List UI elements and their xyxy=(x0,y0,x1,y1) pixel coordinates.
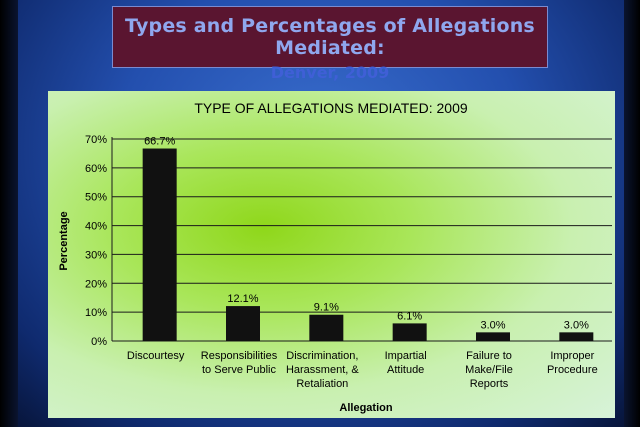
bar-chart: TYPE OF ALLEGATIONS MEDIATED: 2009 0% 10% 2… xyxy=(58,100,612,414)
y-tick-label: 60% xyxy=(85,163,107,175)
x-tick-label: Discourtesy xyxy=(127,350,185,362)
left-bezel xyxy=(0,0,18,427)
x-tick-label: Discrimination, xyxy=(286,350,358,362)
chart-title: TYPE OF ALLEGATIONS MEDIATED: 2009 xyxy=(194,100,468,116)
bar xyxy=(559,332,594,341)
y-tick-label: 20% xyxy=(85,278,107,290)
y-tick-label: 10% xyxy=(85,307,107,319)
x-tick-label: Attitude xyxy=(387,364,424,376)
slide-subtitle: Denver, 2009 xyxy=(270,63,390,82)
x-tick-label: Impartial xyxy=(385,350,427,362)
bar xyxy=(226,306,260,341)
x-tick-label: Reports xyxy=(470,378,509,390)
y-tick-label: 70% xyxy=(85,134,107,146)
data-label: 12.1% xyxy=(227,293,258,305)
x-tick-label: Failure to xyxy=(466,350,512,362)
y-tick-label: 30% xyxy=(85,249,107,261)
y-tick-label: 40% xyxy=(85,221,107,233)
slide-title-box: Types and Percentages of Allegations Med… xyxy=(112,6,548,82)
bar xyxy=(142,148,177,341)
data-label: 3.0% xyxy=(564,319,589,331)
data-label: 66.7% xyxy=(144,136,175,148)
x-tick-label: Procedure xyxy=(547,364,598,376)
x-tick-label: Retaliation xyxy=(296,378,348,390)
slide-title: Types and Percentages of Allegations Med… xyxy=(125,15,535,59)
bar xyxy=(476,332,510,341)
x-tick-label: Make/File xyxy=(465,364,513,376)
y-axis-label: Percentage xyxy=(58,211,70,270)
y-tick-label: 50% xyxy=(85,192,107,204)
right-bezel xyxy=(624,0,640,427)
x-tick-label: Harassment, & xyxy=(286,364,359,376)
data-label: 3.0% xyxy=(480,319,505,331)
chart-panel: TYPE OF ALLEGATIONS MEDIATED: 2009 0% 10% 2… xyxy=(48,91,615,418)
bar xyxy=(392,323,427,341)
bar xyxy=(309,314,344,341)
x-axis-label: Allegation xyxy=(339,402,392,414)
x-tick-label: Responsibilities xyxy=(201,350,278,362)
x-tick-label: to Serve Public xyxy=(202,364,276,376)
y-tick-label: 0% xyxy=(91,336,107,348)
data-label: 6.1% xyxy=(397,310,422,322)
data-label: 9.1% xyxy=(314,302,339,314)
x-tick-label: Improper xyxy=(550,350,594,362)
